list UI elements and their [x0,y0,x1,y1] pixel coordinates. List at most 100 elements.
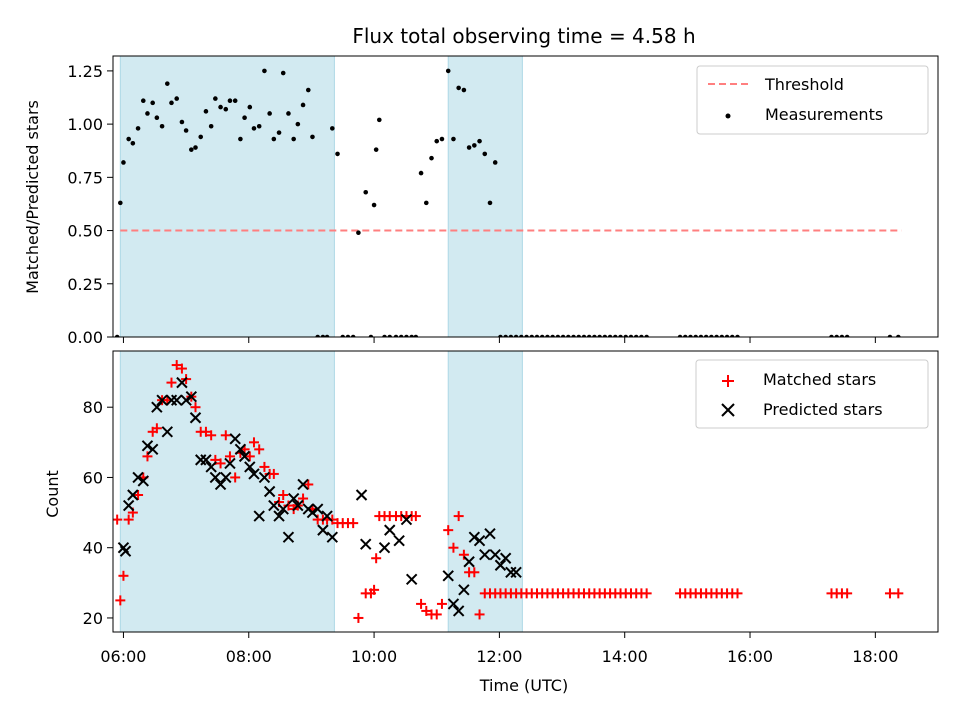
measurements-baseline-point [550,334,555,337]
predicted-stars-point-b [117,541,130,554]
matched-stars-point [224,451,235,462]
top-legend: Threshold Measurements [696,65,929,135]
matched-stars-point [353,612,364,623]
predicted-stars-point-b [360,538,372,550]
predicted-stars-point [452,605,465,617]
predicted-stars-point [176,376,188,389]
predicted-stars-point-b [141,440,154,452]
measurements-baseline-point [529,334,535,337]
matched-stars-point [469,567,480,578]
measurements-point [262,68,267,74]
legend-predicted-label: Predicted stars [763,400,883,419]
predicted-stars-point [214,478,227,491]
legend-measurements-marker [725,113,731,119]
top-y-tick-label: 1.00 [67,115,103,134]
predicted-stars-point [127,489,139,501]
predicted-stars-point-b [384,524,396,536]
measurements-point [232,98,238,104]
predicted-stars-point-b [317,524,329,536]
predicted-stars-point-b [205,461,217,473]
bottom-axes-frame [112,350,939,633]
predicted-stars-point-b [393,534,405,547]
predicted-stars-point-b [355,489,368,501]
bottom-x-tick-label: 14:00 [602,647,648,666]
legend-measurements-label: Measurements [765,105,883,124]
predicted-stars-point-b [494,559,507,571]
top-legend-box [696,65,929,135]
measurements-point [472,143,477,148]
predicted-stars-point [442,570,454,582]
matched-stars-point [369,584,380,595]
bottom-x-axis-label: Time (UTC) [479,676,568,695]
predicted-stars-point-b [244,461,256,473]
matched-stars-point [142,451,153,462]
predicted-stars-point [311,503,324,515]
predicted-stars-point-b [297,478,309,491]
measurements-point [513,334,519,337]
predicted-stars-point-b [282,531,295,543]
measurements-baseline-point [607,334,613,337]
bottom-plot-area [113,351,904,632]
matched-stars-point [118,570,129,581]
matched-stars-point [166,377,177,388]
matched-stars-point [410,511,421,522]
matched-stars-point [123,514,134,525]
predicted-stars-point [146,443,159,456]
measurements-point [218,104,223,110]
matched-stars-point [431,609,442,620]
measurements-point [456,85,461,91]
measurements-baseline-point [524,334,529,337]
measurements-point [213,96,218,101]
bottom-x-tick-label: 16:00 [727,647,773,666]
legend-matched-label: Matched stars [763,370,876,389]
measurements-point [183,128,189,133]
matched-stars-point [283,500,294,511]
measurements-baseline-point [555,334,561,337]
measurements-point [404,334,409,337]
predicted-stars-point [244,461,256,473]
predicted-stars-point [282,531,295,543]
measurements-baseline-point [560,334,566,337]
predicted-stars-point [405,573,418,586]
predicted-stars-point [189,412,202,424]
predicted-stars-point [273,510,285,522]
predicted-stars-point [268,499,280,512]
predicted-stars-point-b [189,412,202,424]
predicted-stars-point-b [479,549,491,561]
predicted-stars-point-b [505,566,517,578]
predicted-stars-point-b [321,510,333,522]
measurements-point [247,104,253,110]
measurements-point [145,111,150,116]
predicted-stars-point [137,475,149,487]
predicted-stars-point [151,401,163,413]
predicted-stars-point-b [452,605,465,617]
top-y-tick-label: 0.25 [67,275,103,294]
predicted-stars-point [234,443,247,456]
measurements-point [189,147,194,152]
predicted-stars-point-b [468,531,481,543]
measurements-point [393,334,399,337]
measurements-point [198,134,204,140]
measurements-point [350,334,356,337]
matched-stars-point [348,518,359,529]
predicted-stars-point-b [442,570,454,582]
measurements-point [439,136,445,142]
predicted-stars-point [510,566,522,578]
predicted-stars-point [447,598,460,610]
predicted-stars-point [287,492,300,505]
predicted-stars-point [321,510,333,522]
matched-stars-point [244,451,255,462]
measurements-point [310,134,315,140]
predicted-stars-point-b [287,492,300,505]
predicted-stars-point-b [489,549,501,561]
legend-matched-marker [722,375,734,387]
bottom-legend: Matched stars Predicted stars [695,359,929,429]
predicted-stars-point [484,527,496,540]
measurements-point [371,202,377,208]
matched-stars-point [327,514,338,525]
bottom-y-tick-label: 40 [83,539,103,558]
measurements-point [130,140,136,146]
measurements-point [267,111,272,116]
measurements-baseline-point [644,334,649,337]
legend-predicted-marker [721,403,735,417]
